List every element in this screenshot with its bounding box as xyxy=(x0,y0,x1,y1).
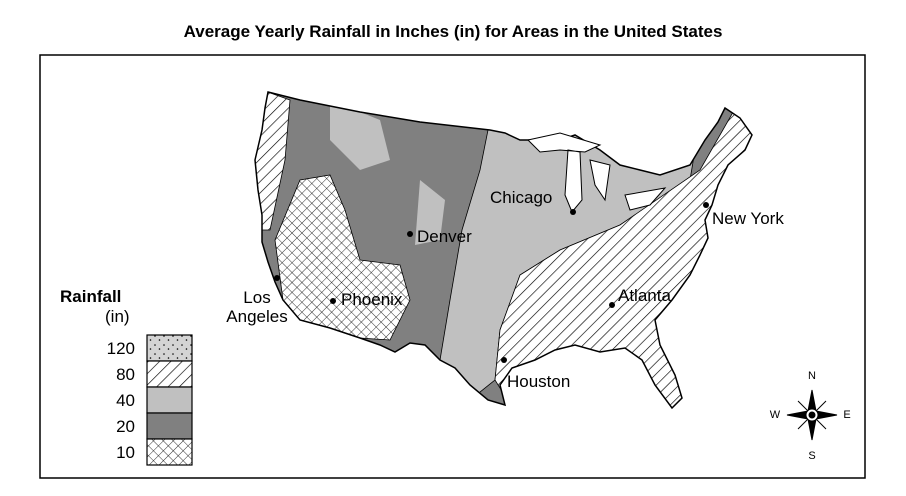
legend-unit: (in) xyxy=(105,307,130,326)
city-label: Chicago xyxy=(490,188,553,207)
great-lakes xyxy=(526,132,667,213)
map-title: Average Yearly Rainfall in Inches (in) f… xyxy=(183,22,723,41)
city-label: Denver xyxy=(417,227,472,246)
city-label: Phoenix xyxy=(341,290,403,309)
legend-label: 80 xyxy=(116,365,135,384)
compass-rose xyxy=(786,389,838,441)
city-label: Los Angeles xyxy=(226,288,288,326)
compass-label: W xyxy=(769,409,781,421)
legend-label: 120 xyxy=(106,339,135,358)
city-dots xyxy=(274,202,709,363)
legend-label: 40 xyxy=(116,391,135,410)
compass-label: E xyxy=(843,409,851,421)
compass-label: S xyxy=(808,450,816,462)
compass-label: N xyxy=(808,370,816,382)
city-label: New York xyxy=(712,209,784,228)
legend-label: 20 xyxy=(116,417,135,436)
legend-title: Rainfall xyxy=(60,287,122,306)
city-label: Houston xyxy=(507,372,571,391)
legend-label: 10 xyxy=(116,443,135,462)
legend-swatches xyxy=(146,334,193,466)
city-label: Atlanta xyxy=(618,286,671,305)
